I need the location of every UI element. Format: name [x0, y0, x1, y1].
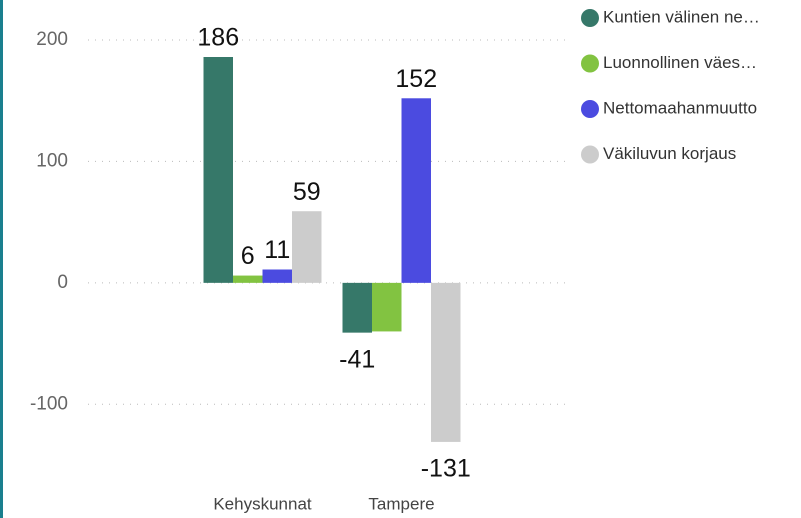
- y-tick-label: 0: [57, 272, 68, 293]
- data-label: 186: [197, 24, 239, 52]
- bar: [233, 275, 263, 283]
- border: [0, 0, 3, 518]
- legend-marker: [581, 9, 599, 27]
- bar: [401, 98, 431, 283]
- bar: [372, 282, 402, 332]
- data-label: 152: [395, 65, 437, 93]
- x-tick-label: Kehyskunnat: [213, 494, 312, 513]
- bar: [342, 282, 372, 333]
- data-label: 59: [293, 178, 321, 206]
- legend-marker: [581, 54, 599, 73]
- data-label: 11: [264, 236, 290, 264]
- data-label: -131: [421, 455, 471, 483]
- y-tick-label: -100: [30, 393, 68, 414]
- bar: [292, 211, 322, 283]
- bar: [262, 269, 292, 283]
- legend-label: Väkiluvun korjaus: [603, 144, 736, 163]
- data-label: 6: [241, 242, 255, 270]
- legend-marker: [581, 145, 599, 164]
- legend-label: Luonnollinen väes…: [603, 53, 757, 72]
- x-tick-label: Tampere: [368, 494, 434, 513]
- data-label: -41: [339, 345, 375, 373]
- y-tick-label: 100: [36, 150, 68, 171]
- bar: [431, 282, 461, 442]
- legend-label: Nettomaahanmuutto: [603, 98, 757, 117]
- y-tick-label: 200: [36, 29, 68, 50]
- legend-marker: [581, 100, 599, 118]
- legend-label: Kuntien välinen ne…: [603, 7, 760, 26]
- bar: [203, 57, 233, 283]
